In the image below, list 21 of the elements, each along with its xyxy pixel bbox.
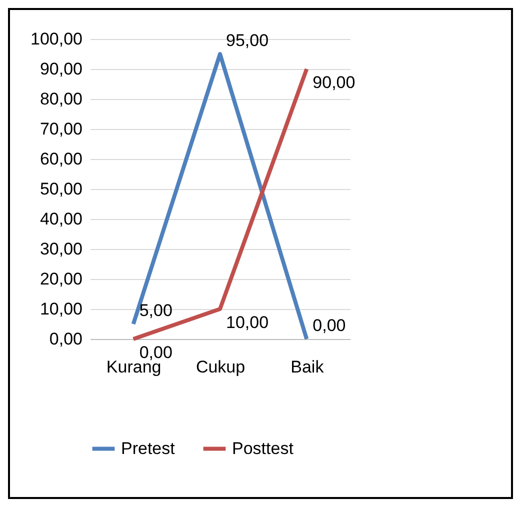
- data-label: 5,00: [139, 301, 172, 320]
- x-tick-label: Baik: [290, 358, 324, 376]
- data-label: 0,00: [312, 316, 346, 335]
- data-label: 95,00: [226, 31, 269, 50]
- y-tick-label: 50,00: [40, 180, 82, 198]
- y-tick-label: 70,00: [40, 120, 82, 138]
- legend-label: Pretest: [121, 438, 176, 458]
- y-tick-label: 40,00: [40, 210, 82, 228]
- y-tick-label: 30,00: [40, 240, 82, 258]
- y-tick-label: 20,00: [40, 270, 82, 288]
- y-tick-label: 100,00: [30, 30, 82, 48]
- x-tick-label: Cukup: [196, 358, 246, 376]
- y-tick-label: 0,00: [49, 330, 82, 348]
- data-label: 0,00: [139, 343, 172, 362]
- data-label: 10,00: [226, 313, 269, 332]
- y-tick-label: 80,00: [40, 90, 82, 108]
- y-tick-label: 60,00: [40, 150, 82, 168]
- y-tick-label: 10,00: [40, 300, 82, 318]
- legend-label: Posttest: [232, 438, 294, 458]
- data-label: 90,00: [312, 73, 356, 92]
- y-tick-label: 90,00: [40, 60, 82, 78]
